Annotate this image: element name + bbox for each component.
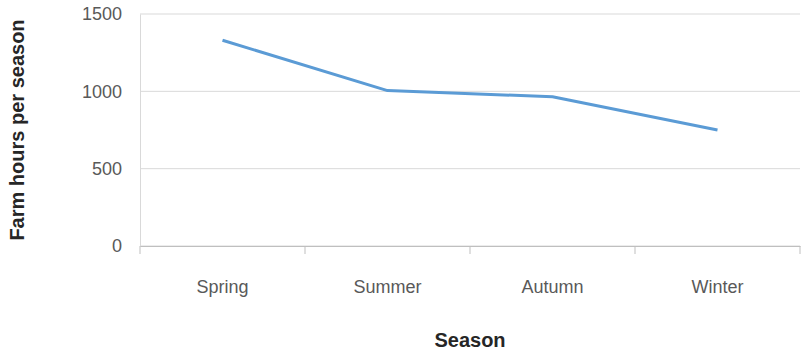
category-divider — [140, 246, 141, 254]
x-tick: Autumn — [521, 246, 583, 297]
y-tick-label: 500 — [92, 159, 122, 179]
category-divider — [305, 246, 306, 254]
y-tick: 1000 — [82, 82, 140, 102]
y-tick-label: 0 — [112, 236, 122, 256]
x-tick-label: Spring — [196, 277, 248, 297]
y-tick-label: 1500 — [82, 4, 122, 24]
x-tick-label: Winter — [691, 277, 743, 297]
x-tick: Summer — [353, 246, 421, 297]
grid — [140, 14, 800, 246]
grid-line — [140, 168, 800, 169]
category-divider — [635, 246, 636, 254]
plot: 0 500 1000 1500 Spring Summer Autumn Winter — [82, 4, 801, 297]
x-axis: Spring Summer Autumn Winter — [140, 246, 801, 297]
y-axis-line — [140, 15, 141, 247]
chart-svg: 0 500 1000 1500 Spring Summer Autumn Winter Seas… — [0, 0, 808, 359]
y-axis-title: Farm hours per season — [6, 19, 28, 240]
x-tick-label: Summer — [353, 277, 421, 297]
y-tick: 500 — [92, 159, 140, 179]
x-tick: Winter — [691, 246, 743, 297]
category-divider — [470, 246, 471, 254]
x-tick-label: Autumn — [521, 277, 583, 297]
grid-line — [140, 14, 800, 15]
category-divider — [800, 246, 801, 254]
y-axis: 0 500 1000 1500 — [82, 4, 141, 256]
y-tick-label: 1000 — [82, 82, 122, 102]
series-line — [223, 40, 718, 130]
x-tick: Spring — [196, 246, 248, 297]
y-tick: 0 — [112, 236, 140, 256]
chart-container: 0 500 1000 1500 Spring Summer Autumn Winter Seas… — [0, 0, 808, 359]
grid-line — [140, 91, 800, 92]
series-group — [223, 40, 718, 130]
y-tick: 1500 — [82, 4, 140, 24]
x-axis-title: Season — [434, 329, 505, 351]
